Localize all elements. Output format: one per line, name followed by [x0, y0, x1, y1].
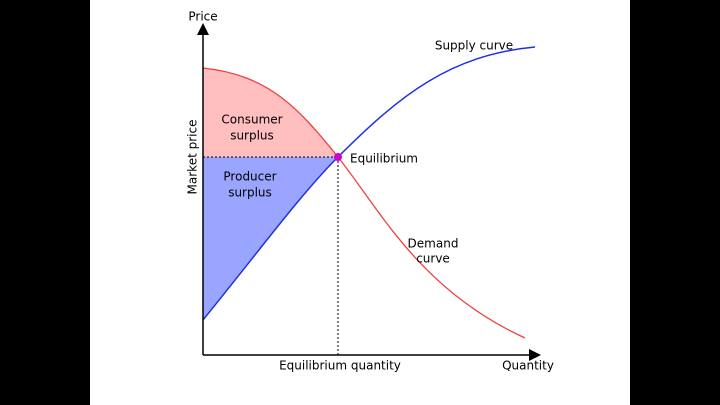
consumer-label: surplus: [230, 129, 274, 143]
demand-label: Demand: [408, 237, 459, 251]
market-price-label: Market price: [186, 120, 200, 195]
x-axis-label: Quantity: [502, 359, 554, 373]
producer-label: surplus: [228, 186, 272, 200]
equilibrium-quantity-label: Equilibrium quantity: [279, 359, 401, 373]
equilibrium-point: [334, 153, 342, 161]
producer-label: Producer: [223, 170, 276, 184]
producer-surplus-area: [203, 157, 338, 320]
canvas: [90, 0, 630, 405]
demand-label: curve: [416, 252, 450, 266]
consumer-surplus-area: [203, 68, 338, 157]
consumer-label: Consumer: [221, 113, 282, 127]
demand-curve: [202, 67, 526, 339]
equilibrium-label: Equilibrium: [350, 152, 418, 166]
supply-label: Supply curve: [435, 39, 513, 53]
y-axis-label: Price: [188, 10, 217, 24]
